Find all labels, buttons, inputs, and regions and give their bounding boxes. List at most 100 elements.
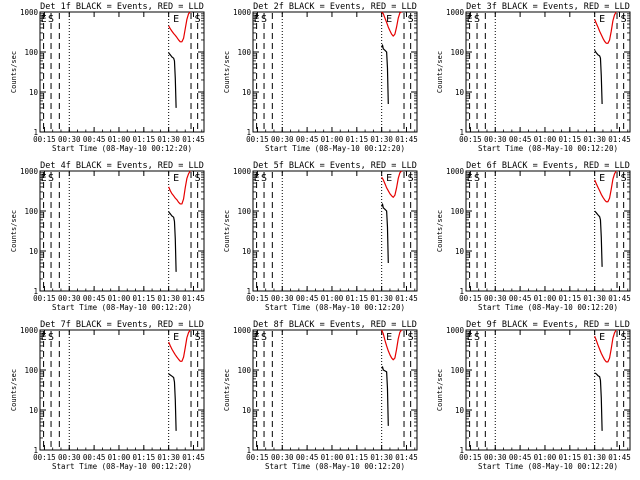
marker-label: S <box>474 14 480 25</box>
marker-label: E <box>41 173 47 184</box>
series-red <box>168 11 191 43</box>
x-tick-label: 00:30 <box>58 453 81 462</box>
y-tick-label: 10 <box>242 88 252 97</box>
y-tick-label: 10 <box>455 406 465 415</box>
x-tick-label: 00:15 <box>246 294 269 303</box>
y-tick-label: 100 <box>24 48 38 57</box>
y-tick-label: 1000 <box>446 167 465 176</box>
y-tick-label: 10 <box>29 247 39 256</box>
y-axis-label: Counts/sec <box>10 210 18 252</box>
series-black <box>594 372 603 431</box>
marker-label: E <box>254 173 260 184</box>
series-black <box>168 373 177 431</box>
x-tick-label: 01:15 <box>346 453 369 462</box>
x-tick-label: 01:15 <box>559 135 582 144</box>
y-axis-label: Counts/sec <box>436 51 444 93</box>
y-tick-label: 100 <box>237 366 251 375</box>
x-tick-label: 01:45 <box>608 294 631 303</box>
x-tick-label: 01:30 <box>157 135 180 144</box>
marker-label: E <box>173 173 179 184</box>
y-tick-label: 1 <box>459 446 464 455</box>
y-tick-label: 1 <box>246 446 251 455</box>
marker-label: E <box>599 332 605 343</box>
y-tick-label: 1 <box>246 287 251 296</box>
x-tick-label: 00:15 <box>459 135 482 144</box>
y-tick-label: 10 <box>242 247 252 256</box>
marker-label: E <box>254 14 260 25</box>
y-tick-label: 100 <box>24 366 38 375</box>
x-tick-label: 01:45 <box>608 135 631 144</box>
marker-label: S <box>261 332 267 343</box>
y-tick-label: 1 <box>33 128 38 137</box>
x-axis-label: Start Time (08-May-10 00:12:20) <box>265 462 405 471</box>
marker-label: S <box>261 14 267 25</box>
marker-label: S <box>48 14 54 25</box>
panel-title: Det 6f BLACK = Events, RED = LLD <box>466 161 630 171</box>
marker-label: S <box>621 173 627 184</box>
x-tick-label: 01:15 <box>133 453 156 462</box>
series-black <box>594 210 603 267</box>
marker-label: E <box>173 332 179 343</box>
series-red <box>381 11 402 37</box>
x-tick-label: 01:45 <box>395 453 418 462</box>
marker-label: E <box>467 173 473 184</box>
panel-title: Det 5f BLACK = Events, RED = LLD <box>253 161 417 171</box>
marker-label: S <box>408 332 414 343</box>
x-tick-label: 01:00 <box>534 453 557 462</box>
x-tick-label: 00:45 <box>83 453 106 462</box>
marker-label: S <box>474 332 480 343</box>
y-axis-label: Counts/sec <box>10 369 18 411</box>
series-red <box>381 329 403 361</box>
x-axis-label: Start Time (08-May-10 00:12:20) <box>52 462 192 471</box>
marker-label: S <box>48 332 54 343</box>
panel-det-8: Det 8f BLACK = Events, RED = LLD 1 10 100 10… <box>223 320 418 471</box>
x-tick-label: 01:45 <box>608 453 631 462</box>
y-tick-label: 1000 <box>20 326 39 335</box>
x-tick-label: 00:45 <box>509 453 532 462</box>
x-tick-label: 00:45 <box>509 294 532 303</box>
marker-label: E <box>254 332 260 343</box>
marker-label: E <box>599 173 605 184</box>
panel-det-9: Det 9f BLACK = Events, RED = LLD 1 10 100 10… <box>436 320 631 471</box>
x-tick-label: 00:45 <box>509 135 532 144</box>
x-tick-label: 01:30 <box>583 135 606 144</box>
marker-label: S <box>474 173 480 184</box>
x-axis-label: Start Time (08-May-10 00:12:20) <box>265 303 405 312</box>
panel-title: Det 8f BLACK = Events, RED = LLD <box>253 320 417 330</box>
panel-det-6: Det 6f BLACK = Events, RED = LLD 1 10 100 10… <box>436 161 631 312</box>
x-tick-label: 01:15 <box>346 135 369 144</box>
series-red <box>594 11 617 44</box>
y-tick-label: 10 <box>29 88 39 97</box>
x-tick-label: 00:15 <box>33 294 56 303</box>
marker-label: E <box>41 14 47 25</box>
x-tick-label: 00:15 <box>246 453 269 462</box>
x-tick-label: 01:45 <box>182 294 205 303</box>
marker-label: E <box>467 14 473 25</box>
x-axis-label: Start Time (08-May-10 00:12:20) <box>478 303 618 312</box>
x-tick-label: 00:45 <box>296 453 319 462</box>
x-tick-label: 00:30 <box>58 294 81 303</box>
panel-det-1: Det 1f BLACK = Events, RED = LLD 1 10 100 10… <box>10 2 205 153</box>
marker-label: E <box>386 14 392 25</box>
series-red <box>381 170 402 198</box>
y-tick-label: 100 <box>237 207 251 216</box>
panel-det-7: Det 7f BLACK = Events, RED = LLD 1 10 100 10… <box>10 320 205 471</box>
plot-frame <box>465 11 631 133</box>
x-tick-label: 01:30 <box>370 453 393 462</box>
y-tick-label: 1 <box>459 128 464 137</box>
x-tick-label: 00:15 <box>246 135 269 144</box>
plot-frame <box>39 11 205 133</box>
plot-frame <box>465 329 631 451</box>
x-tick-label: 01:00 <box>321 453 344 462</box>
y-tick-label: 1000 <box>20 167 39 176</box>
plot-frame <box>39 329 205 451</box>
y-tick-label: 10 <box>455 247 465 256</box>
x-tick-label: 00:45 <box>83 294 106 303</box>
plot-frame <box>465 170 631 292</box>
marker-label: E <box>173 14 179 25</box>
y-tick-label: 10 <box>29 406 39 415</box>
y-tick-label: 1000 <box>446 8 465 17</box>
y-axis-label: Counts/sec <box>10 51 18 93</box>
y-axis-label: Counts/sec <box>436 210 444 252</box>
